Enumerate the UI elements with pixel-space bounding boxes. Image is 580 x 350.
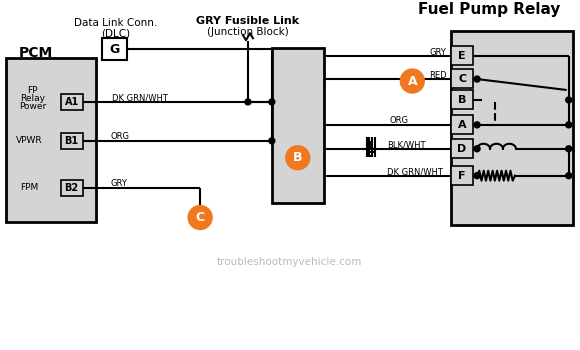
Circle shape [474,146,480,152]
Bar [102,38,128,60]
Circle shape [400,69,424,93]
Bar [451,90,473,109]
Bar [272,48,324,203]
Text: ORG: ORG [389,117,408,125]
Bar [451,166,473,185]
Circle shape [269,99,275,105]
Bar [451,115,473,134]
Text: (DLC): (DLC) [101,28,130,38]
Text: GRY Fusible Link: GRY Fusible Link [197,16,299,26]
Text: A1: A1 [64,97,79,107]
Circle shape [474,76,480,82]
Text: Relay: Relay [20,94,45,104]
Circle shape [566,97,572,103]
Text: C: C [195,211,205,224]
Text: A: A [458,120,466,130]
Text: (Junction Block): (Junction Block) [207,27,289,37]
Text: DK GRN/WHT: DK GRN/WHT [113,93,168,103]
Text: PCM: PCM [19,46,53,60]
Circle shape [566,146,572,152]
Text: FP: FP [27,86,38,96]
Circle shape [474,173,480,179]
Bar [451,69,473,88]
Text: GRY: GRY [110,179,127,188]
Text: ORG: ORG [111,132,130,141]
Text: A: A [408,75,417,88]
Text: D: D [458,144,467,154]
Text: G: G [110,43,119,56]
Text: BLK/WHT: BLK/WHT [387,140,426,149]
Bar [451,31,572,225]
Circle shape [286,146,310,170]
Text: B1: B1 [64,136,79,146]
Text: B: B [458,95,466,105]
Bar [61,133,82,149]
Bar [61,180,82,196]
Text: B: B [293,151,303,164]
Circle shape [566,173,572,179]
Text: B2: B2 [64,183,79,193]
Text: troubleshootmyvehicle.com: troubleshootmyvehicle.com [217,257,362,267]
Circle shape [245,99,251,105]
Circle shape [269,138,275,144]
Text: FPM: FPM [20,183,38,192]
Circle shape [566,122,572,128]
Bar [6,58,96,223]
Text: Data Link Conn.: Data Link Conn. [74,18,157,28]
Text: GRY: GRY [429,48,446,57]
Text: VPWR: VPWR [16,136,42,145]
Circle shape [474,122,480,128]
Text: Power: Power [19,103,46,111]
Text: Fuel Pump Relay: Fuel Pump Relay [418,2,560,17]
Text: F: F [458,171,466,181]
Text: DK GRN/WHT: DK GRN/WHT [387,167,443,176]
Text: E: E [458,51,466,61]
Circle shape [188,205,212,230]
Bar [451,139,473,158]
Text: C: C [458,74,466,84]
Bar [61,94,82,110]
Text: RED: RED [429,71,447,79]
Bar [451,46,473,65]
